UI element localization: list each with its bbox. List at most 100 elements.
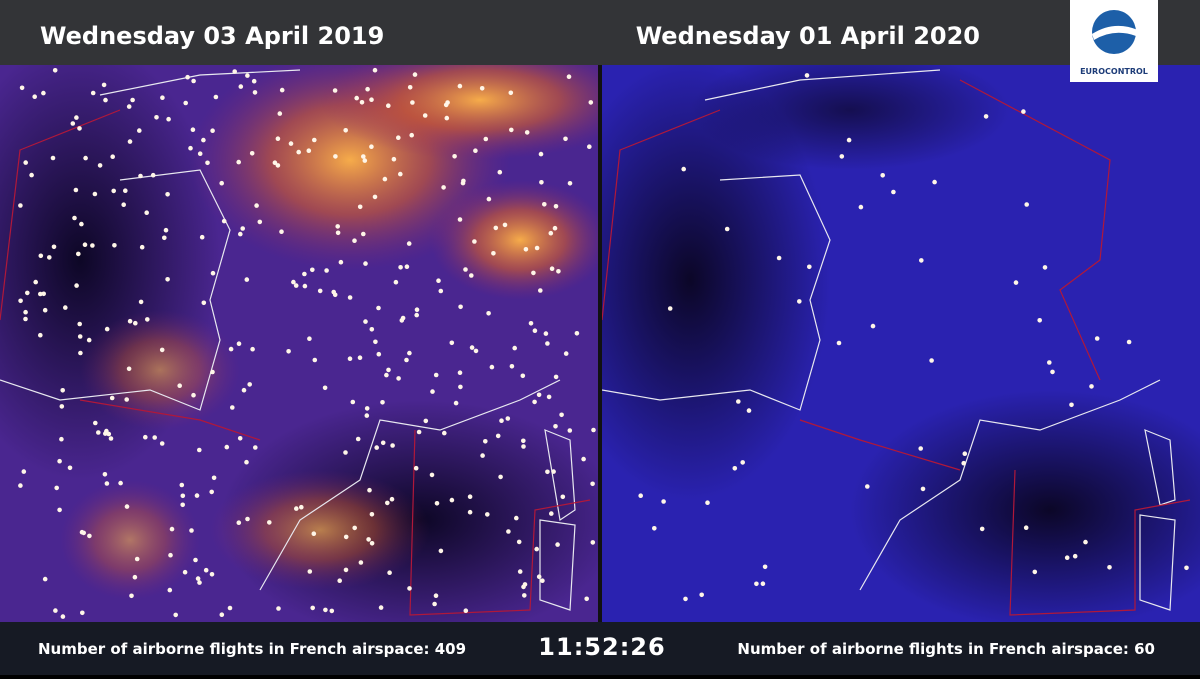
flight-dot bbox=[338, 259, 344, 265]
flight-dot bbox=[1013, 280, 1019, 285]
flight-dot bbox=[152, 435, 157, 440]
flight-dot bbox=[211, 475, 217, 481]
left-caption: Number of airborne flights in French air… bbox=[38, 640, 466, 658]
flight-dot bbox=[442, 430, 447, 436]
flight-dot bbox=[545, 341, 550, 346]
flight-dot bbox=[499, 418, 504, 424]
flight-dot bbox=[53, 608, 58, 613]
flight-dot bbox=[173, 612, 178, 618]
flight-dot bbox=[73, 187, 79, 193]
flight-dot bbox=[520, 373, 526, 379]
flight-dots bbox=[18, 67, 596, 619]
flight-dot bbox=[343, 128, 349, 133]
flight-dot bbox=[386, 367, 391, 373]
flight-dot bbox=[32, 94, 37, 99]
flight-dot bbox=[460, 180, 466, 186]
flight-dot bbox=[190, 127, 196, 132]
flight-dot bbox=[430, 389, 435, 394]
flight-dot bbox=[858, 204, 864, 210]
flight-dot bbox=[311, 531, 317, 536]
flight-dot bbox=[249, 151, 255, 156]
flight-dot bbox=[416, 429, 422, 435]
flight-dot bbox=[549, 511, 554, 516]
flight-dot bbox=[87, 533, 92, 539]
flight-dot bbox=[452, 154, 457, 159]
flight-dot bbox=[110, 154, 115, 159]
flight-dot bbox=[521, 444, 526, 449]
flight-dot bbox=[458, 304, 463, 310]
flight-dot bbox=[762, 564, 768, 570]
flight-dot bbox=[67, 465, 73, 471]
flight-dot bbox=[90, 243, 95, 248]
flight-dot bbox=[362, 158, 368, 163]
flight-dot bbox=[369, 97, 374, 102]
flight-dot bbox=[386, 103, 391, 108]
flight-dot bbox=[79, 221, 84, 227]
flight-dot bbox=[80, 610, 85, 616]
flight-dot bbox=[121, 202, 126, 207]
flight-dot bbox=[306, 148, 312, 153]
flight-dot bbox=[932, 179, 937, 185]
flight-dot bbox=[77, 334, 83, 339]
flight-dot bbox=[559, 412, 564, 418]
flight-dot bbox=[352, 238, 357, 243]
flight-dot bbox=[335, 224, 341, 229]
flight-dot bbox=[167, 587, 173, 593]
flight-dot bbox=[134, 556, 140, 562]
flight-dot bbox=[512, 345, 517, 351]
flight-dot bbox=[407, 586, 412, 591]
flight-dot bbox=[422, 113, 428, 118]
clock: 11:52:26 bbox=[538, 633, 665, 661]
flight-dot bbox=[127, 318, 133, 324]
flight-dot bbox=[1021, 109, 1026, 114]
flight-dot bbox=[112, 243, 117, 248]
flight-dot bbox=[322, 385, 328, 391]
flight-dot bbox=[363, 319, 368, 324]
flight-dot bbox=[189, 528, 194, 533]
flight-dot bbox=[276, 606, 281, 611]
flight-dot bbox=[458, 384, 463, 390]
flight-dot bbox=[683, 596, 688, 602]
flight-dot bbox=[361, 231, 366, 237]
flight-dot bbox=[60, 614, 66, 619]
flight-dot bbox=[457, 370, 463, 376]
flight-dot bbox=[880, 173, 885, 178]
flight-dot bbox=[213, 94, 219, 100]
flight-dot bbox=[378, 605, 384, 610]
flight-dot bbox=[111, 188, 116, 194]
flight-dot bbox=[109, 395, 115, 401]
flight-dot bbox=[567, 428, 573, 433]
flight-dot bbox=[296, 149, 302, 155]
flight-dot bbox=[438, 288, 444, 294]
flight-dot bbox=[103, 97, 108, 103]
flight-dot bbox=[210, 369, 215, 375]
flight-dot bbox=[489, 364, 495, 370]
flight-dot bbox=[407, 85, 413, 90]
flight-dot bbox=[545, 469, 550, 475]
flight-dot bbox=[560, 494, 566, 500]
flight-dot bbox=[188, 145, 193, 151]
flight-dot bbox=[52, 68, 58, 73]
flight-dot bbox=[920, 486, 926, 492]
flight-dot bbox=[96, 430, 101, 435]
flight-dot bbox=[132, 574, 138, 580]
flight-dot bbox=[469, 273, 474, 278]
flight-dot bbox=[244, 459, 249, 465]
flight-dot bbox=[163, 227, 169, 233]
flight-dot bbox=[227, 605, 233, 611]
flight-dot bbox=[236, 159, 241, 165]
flight-dot bbox=[566, 74, 572, 79]
flight-dot bbox=[219, 612, 225, 617]
flight-dot bbox=[441, 185, 446, 190]
flight-dot bbox=[354, 95, 360, 101]
flight-dot bbox=[369, 541, 375, 546]
flight-dot bbox=[343, 450, 348, 455]
flight-dot bbox=[359, 100, 365, 105]
flight-dot bbox=[124, 504, 130, 509]
flight-dot bbox=[103, 431, 108, 436]
flight-dot bbox=[221, 218, 227, 224]
flight-dot bbox=[538, 288, 543, 293]
flight-dot bbox=[434, 501, 440, 506]
flight-dot bbox=[536, 392, 542, 398]
